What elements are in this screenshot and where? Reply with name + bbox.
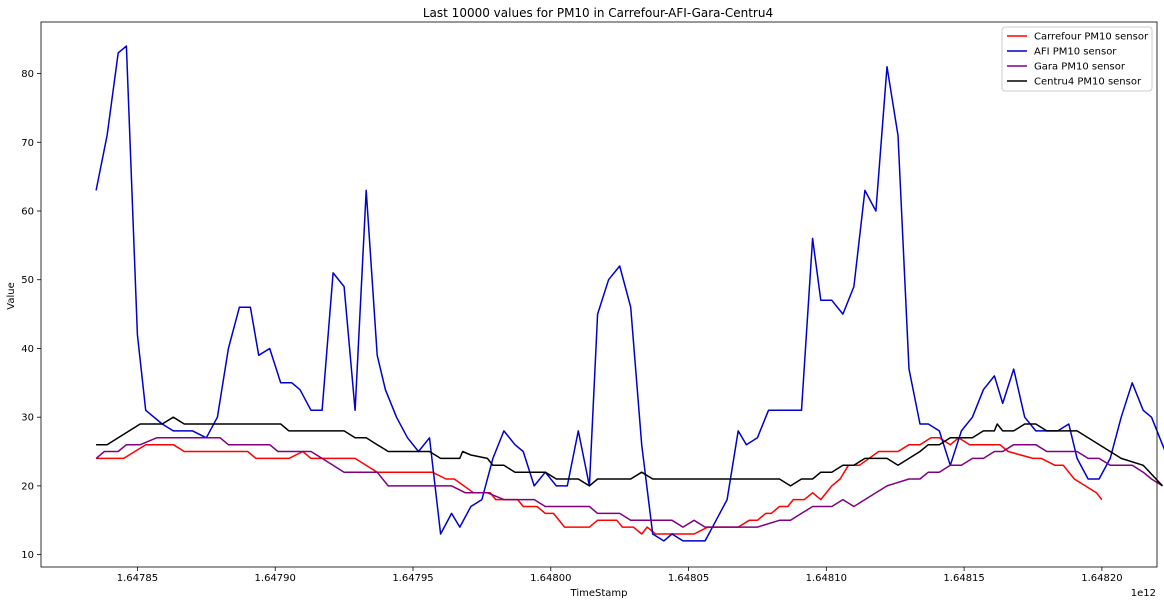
legend-box <box>1001 26 1153 92</box>
x-tick-label: 1.64815 <box>943 573 984 584</box>
y-tick-label: 80 <box>21 69 34 80</box>
legend-label: Centru4 PM10 sensor <box>1034 77 1142 88</box>
series-line-1 <box>95 45 1164 542</box>
x-tick-label: 1.64785 <box>117 573 158 584</box>
series-layer <box>95 45 1164 542</box>
x-axis-label: TimeStamp <box>570 588 628 599</box>
x-tick-label: 1.64800 <box>530 573 571 584</box>
y-tick-label: 40 <box>21 344 34 355</box>
legend-label: AFI PM10 sensor <box>1034 47 1117 58</box>
y-tick-label: 10 <box>21 550 34 561</box>
plot-area <box>40 21 1164 568</box>
x-tick-label: 1.64790 <box>255 573 296 584</box>
x-tick-label: 1.64795 <box>392 573 433 584</box>
x-offset-label: 1e12 <box>1131 588 1156 599</box>
x-tick-label: 1.64810 <box>806 573 847 584</box>
y-tick-label: 50 <box>21 275 34 286</box>
series-line-3 <box>96 416 1164 487</box>
x-axis: 1.64785 1.64790 1.64795 1.64800 1.64805 1.648… <box>117 567 1123 584</box>
x-tick-label: 1.64820 <box>1081 573 1122 584</box>
y-tick-label: 70 <box>21 138 34 149</box>
y-tick-label: 30 <box>21 413 34 424</box>
legend: Carrefour PM10 sensor AFI PM10 sensor Gara… <box>1001 26 1153 92</box>
x-tick-label: 1.64805 <box>668 573 709 584</box>
y-axis: 10 20 30 40 50 60 70 80 <box>21 69 41 561</box>
y-axis-label: Value <box>6 282 17 309</box>
plot-frame <box>40 21 1158 568</box>
chart-title: Last 10000 values for PM10 in Carrefour-… <box>423 6 773 20</box>
legend-label: Gara PM10 sensor <box>1034 62 1126 73</box>
legend-label: Carrefour PM10 sensor <box>1034 32 1149 43</box>
y-tick-label: 60 <box>21 206 34 217</box>
series-line-2 <box>95 437 1163 528</box>
y-tick-label: 20 <box>21 481 34 492</box>
